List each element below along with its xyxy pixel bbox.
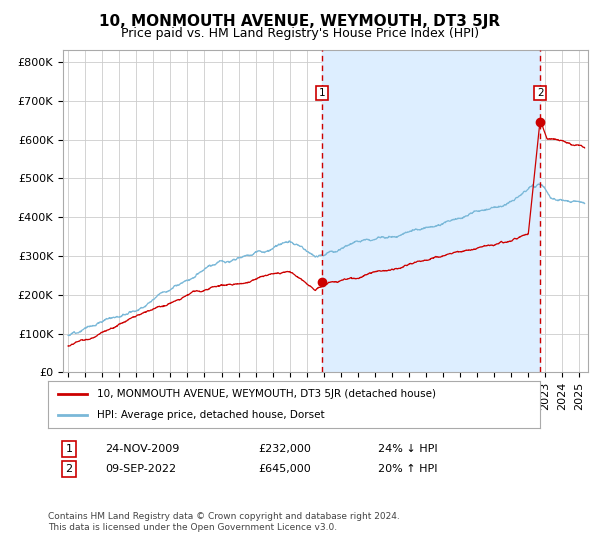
Text: 2: 2 [537,88,544,98]
Text: 09-SEP-2022: 09-SEP-2022 [105,464,176,474]
Text: 24-NOV-2009: 24-NOV-2009 [105,444,179,454]
Text: 1: 1 [65,444,73,454]
Text: HPI: Average price, detached house, Dorset: HPI: Average price, detached house, Dors… [97,410,325,420]
Text: Price paid vs. HM Land Registry's House Price Index (HPI): Price paid vs. HM Land Registry's House … [121,27,479,40]
Text: 10, MONMOUTH AVENUE, WEYMOUTH, DT3 5JR (detached house): 10, MONMOUTH AVENUE, WEYMOUTH, DT3 5JR (… [97,389,436,399]
Text: Contains HM Land Registry data © Crown copyright and database right 2024.
This d: Contains HM Land Registry data © Crown c… [48,512,400,532]
Text: 2: 2 [65,464,73,474]
Text: £232,000: £232,000 [258,444,311,454]
Text: 10, MONMOUTH AVENUE, WEYMOUTH, DT3 5JR: 10, MONMOUTH AVENUE, WEYMOUTH, DT3 5JR [100,14,500,29]
Text: 1: 1 [319,88,325,98]
Text: £645,000: £645,000 [258,464,311,474]
Text: 20% ↑ HPI: 20% ↑ HPI [378,464,437,474]
Text: 24% ↓ HPI: 24% ↓ HPI [378,444,437,454]
Bar [322,50,540,372]
